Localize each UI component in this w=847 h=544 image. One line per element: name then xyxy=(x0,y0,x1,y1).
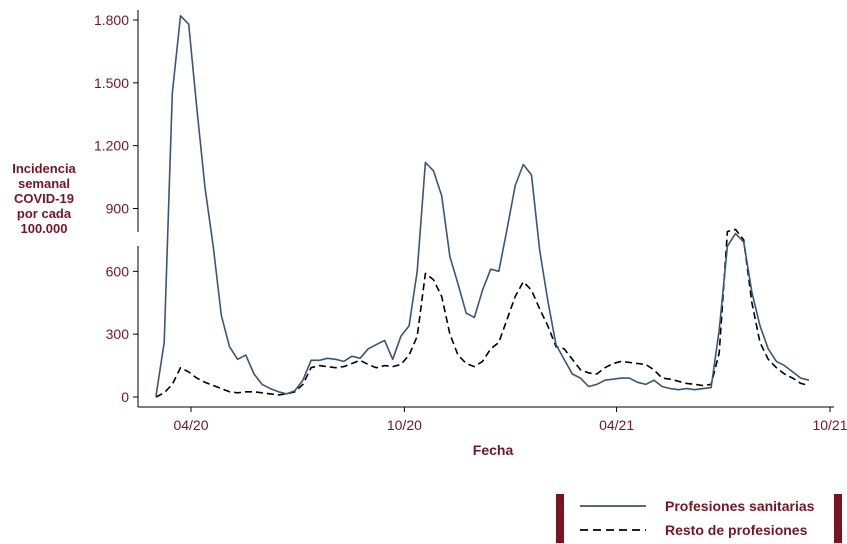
legend-item-profesiones-sanitarias: Profesiones sanitarias xyxy=(578,497,828,517)
legend-accent-bar xyxy=(834,494,842,543)
x-axis: 04/20 10/20 04/21 10/21 xyxy=(138,406,847,433)
series-line-profesiones-sanitarias xyxy=(155,15,810,397)
legend-label: Resto de profesiones xyxy=(665,522,808,538)
plot-area xyxy=(155,15,810,398)
legend-accent-bar xyxy=(556,494,564,543)
y-axis-title-line: Incidencia xyxy=(12,161,76,176)
x-axis-title: Fecha xyxy=(473,442,514,458)
y-tick-label: 900 xyxy=(106,201,130,217)
y-tick-label: 300 xyxy=(106,326,130,342)
y-tick-label: 0 xyxy=(121,389,129,405)
x-tick-label: 04/20 xyxy=(173,417,208,433)
y-axis: 0 300 600 900 1.200 1.500 1.800 xyxy=(94,10,139,407)
y-axis-title: Incidencia semanal COVID-19 por cada 100… xyxy=(0,161,88,236)
y-axis-title-line: 100.000 xyxy=(20,221,68,236)
y-axis-title-line: semanal xyxy=(17,176,71,191)
x-tick-label: 10/21 xyxy=(812,417,847,433)
y-axis-title-line: COVID-19 xyxy=(14,191,74,206)
y-axis-title-line: por cada xyxy=(16,206,72,221)
x-tick-label: 04/21 xyxy=(599,417,634,433)
y-tick-label: 1.800 xyxy=(94,12,129,28)
series-line-resto-de-profesiones xyxy=(155,228,810,398)
y-tick-label: 600 xyxy=(106,263,130,279)
legend-label: Profesiones sanitarias xyxy=(665,498,815,514)
legend-item-resto-de-profesiones: Resto de profesiones xyxy=(578,521,828,541)
y-tick-label: 1.200 xyxy=(94,138,129,154)
legend: Profesiones sanitarias Resto de profesio… xyxy=(556,494,846,544)
legend-solid-line-icon xyxy=(580,505,646,507)
x-tick-label: 10/20 xyxy=(387,417,422,433)
y-tick-label: 1.500 xyxy=(94,75,129,91)
legend-dashed-line-icon xyxy=(580,529,646,531)
